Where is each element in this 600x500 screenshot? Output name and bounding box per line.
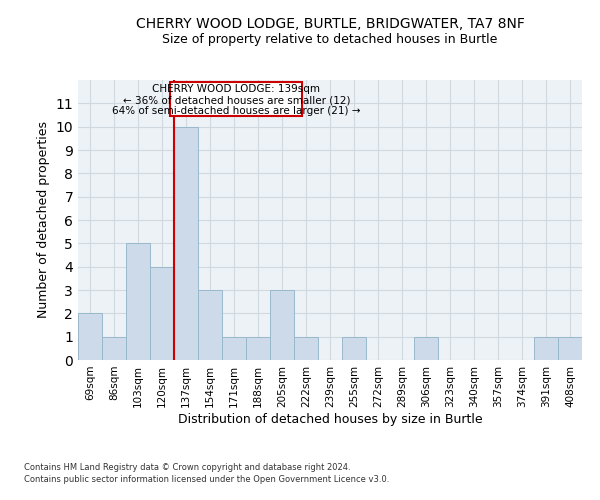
- Bar: [102, 336, 126, 360]
- Text: Contains public sector information licensed under the Open Government Licence v3: Contains public sector information licen…: [24, 474, 389, 484]
- Text: CHERRY WOOD LODGE, BURTLE, BRIDGWATER, TA7 8NF: CHERRY WOOD LODGE, BURTLE, BRIDGWATER, T…: [136, 18, 524, 32]
- Y-axis label: Number of detached properties: Number of detached properties: [37, 122, 50, 318]
- Bar: [414, 336, 438, 360]
- Text: 64% of semi-detached houses are larger (21) →: 64% of semi-detached houses are larger (…: [112, 106, 361, 116]
- Text: Contains HM Land Registry data © Crown copyright and database right 2024.: Contains HM Land Registry data © Crown c…: [24, 464, 350, 472]
- Text: CHERRY WOOD LODGE: 139sqm: CHERRY WOOD LODGE: 139sqm: [152, 84, 320, 94]
- Text: ← 36% of detached houses are smaller (12): ← 36% of detached houses are smaller (12…: [122, 96, 350, 106]
- Bar: [294, 336, 318, 360]
- Bar: [198, 290, 222, 360]
- Text: Size of property relative to detached houses in Burtle: Size of property relative to detached ho…: [163, 32, 497, 46]
- Bar: [126, 244, 150, 360]
- Bar: [78, 314, 102, 360]
- Bar: [150, 266, 174, 360]
- X-axis label: Distribution of detached houses by size in Burtle: Distribution of detached houses by size …: [178, 412, 482, 426]
- Bar: [558, 336, 582, 360]
- Bar: [246, 336, 270, 360]
- Bar: [270, 290, 294, 360]
- Bar: [534, 336, 558, 360]
- Bar: [342, 336, 366, 360]
- Bar: [222, 336, 246, 360]
- Bar: [174, 126, 198, 360]
- FancyBboxPatch shape: [170, 82, 302, 116]
